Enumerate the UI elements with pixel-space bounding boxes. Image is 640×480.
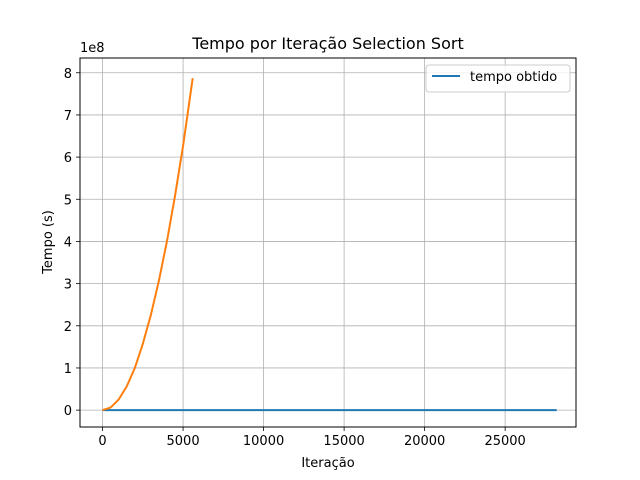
y-offset-label: 1e8 bbox=[80, 41, 105, 56]
y-tick-label: 8 bbox=[64, 67, 72, 82]
x-tick-label: 10000 bbox=[243, 434, 284, 449]
chart-title: Tempo por Iteração Selection Sort bbox=[191, 34, 463, 53]
legend-box bbox=[425, 64, 571, 93]
y-tick-label: 3 bbox=[64, 278, 72, 293]
series-line-2 bbox=[102, 78, 194, 412]
x-ticks: 0 5000 10000 15000 20000 25000 bbox=[98, 427, 526, 449]
x-tick-label: 25000 bbox=[484, 434, 525, 449]
y-tick-label: 1 bbox=[64, 362, 72, 377]
x-tick-label: 15000 bbox=[323, 434, 364, 449]
x-tick-label: 20000 bbox=[404, 434, 445, 449]
y-axis-title: Tempo (s) bbox=[41, 210, 56, 275]
x-tick-label: 0 bbox=[98, 434, 106, 449]
y-tick-label: 5 bbox=[64, 193, 72, 208]
y-tick-label: 2 bbox=[64, 320, 72, 335]
grid bbox=[80, 58, 576, 427]
y-tick-label: 4 bbox=[64, 235, 72, 250]
x-axis-title: Iteração bbox=[301, 456, 354, 471]
y-ticks: 0 1 2 3 4 5 6 7 8 bbox=[64, 67, 80, 419]
y-tick-label: 0 bbox=[64, 404, 72, 419]
plot-frame bbox=[79, 57, 577, 428]
series-layer bbox=[102, 78, 557, 412]
y-tick-label: 7 bbox=[64, 109, 72, 124]
legend-label-tempo-obtido: tempo obtido bbox=[470, 70, 557, 85]
x-tick-label: 5000 bbox=[167, 434, 200, 449]
y-tick-label: 6 bbox=[64, 151, 72, 166]
legend: tempo obtido bbox=[425, 64, 571, 93]
